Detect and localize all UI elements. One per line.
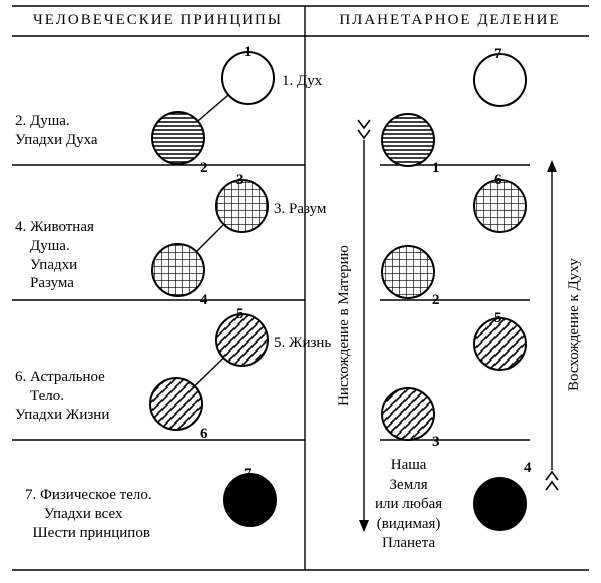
- principle-label: 6. Астральное Тело. Упадхи Жизни: [15, 368, 109, 424]
- principle-circle: [382, 246, 434, 298]
- circle-number: 7: [494, 46, 502, 63]
- header-left: ЧЕЛОВЕЧЕСКИЕ ПРИНЦИПЫ: [16, 12, 300, 29]
- circle-number: 6: [200, 426, 208, 443]
- label-descent: Нисхождение в Материю: [336, 120, 353, 532]
- circle-number: 3: [432, 434, 440, 451]
- header-right: ПЛАНЕТАРНОЕ ДЕЛЕНИЕ: [320, 12, 580, 29]
- label-earth: Наша Земля или любая (видимая) Планета: [375, 456, 442, 554]
- principle-circle: [382, 114, 434, 166]
- circle-number: 1: [432, 160, 440, 177]
- circle-number: 6: [494, 172, 502, 189]
- principle-label: 3. Разум: [274, 200, 326, 219]
- circle-number: 7: [244, 466, 252, 483]
- circle-number: 2: [200, 160, 208, 177]
- principle-label: 2. Душа. Упадхи Духа: [15, 112, 98, 150]
- label-ascent: Восхождение к Духу: [566, 160, 583, 490]
- principle-label: 5. Жизнь: [274, 334, 331, 353]
- principle-circle: [382, 388, 434, 440]
- principle-label: 1. Дух: [282, 72, 322, 91]
- circle-number: 3: [236, 172, 244, 189]
- principle-circle: [152, 112, 204, 164]
- principle-label: 7. Физическое тело. Упадхи всех Шести пр…: [25, 486, 152, 542]
- circle-number: 4: [200, 292, 208, 309]
- circle-number: 5: [236, 306, 244, 323]
- circle-number: 4: [524, 460, 532, 477]
- principle-circle: [150, 378, 202, 430]
- principle-circle: [152, 244, 204, 296]
- principle-circle: [474, 478, 526, 530]
- circle-number: 5: [494, 310, 502, 327]
- circle-number: 1: [244, 44, 252, 61]
- principle-label: 4. Животная Душа. Упадхи Разума: [15, 218, 94, 293]
- circle-number: 2: [432, 292, 440, 309]
